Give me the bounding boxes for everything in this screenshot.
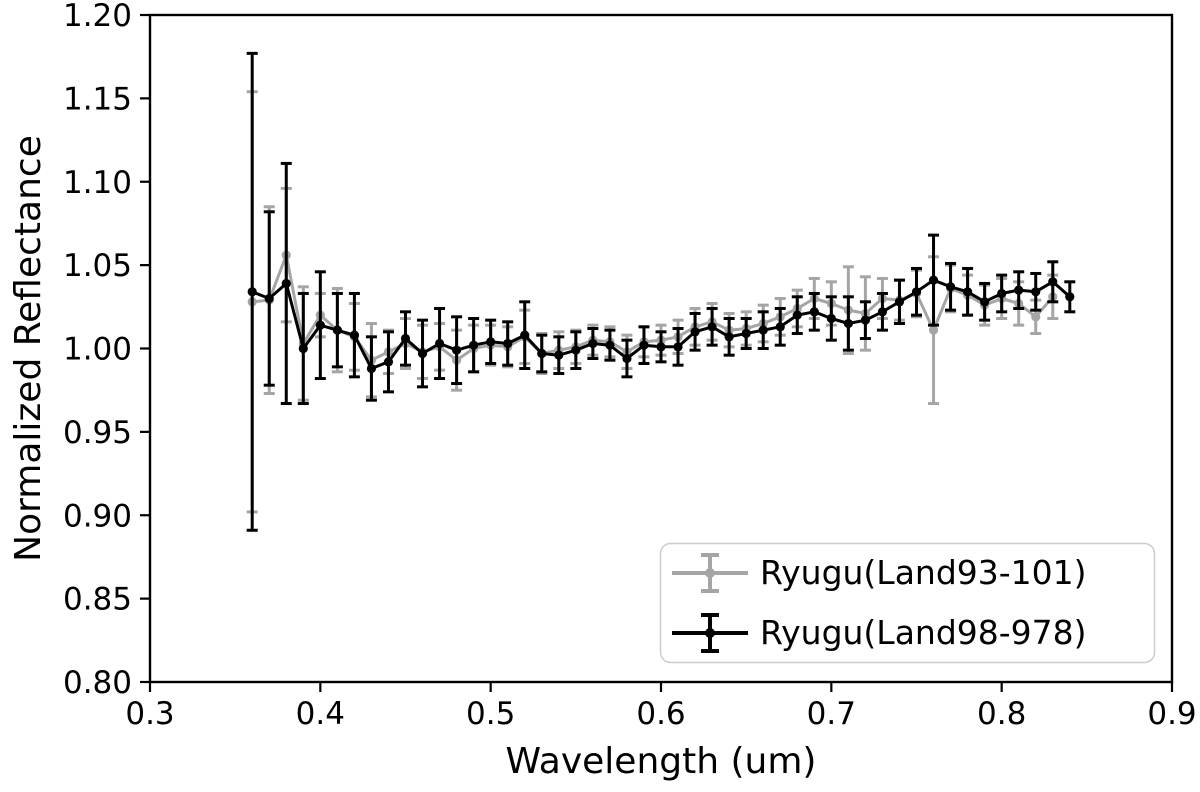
y-tick-label: 1.20 bbox=[63, 0, 132, 34]
legend-handle-1 bbox=[672, 613, 748, 653]
x-tick-label: 0.4 bbox=[296, 696, 345, 732]
y-tick-label: 0.80 bbox=[63, 665, 132, 701]
data-series-layer bbox=[246, 51, 1076, 532]
x-tick-label: 0.9 bbox=[1147, 696, 1196, 732]
y-tick-label: 1.00 bbox=[63, 332, 132, 368]
x-tick-label: 0.6 bbox=[636, 696, 685, 732]
y-tick-label: 0.85 bbox=[63, 582, 132, 618]
y-tick-label: 1.05 bbox=[63, 248, 132, 284]
legend-handle-0 bbox=[672, 553, 748, 593]
series-land93-101 bbox=[246, 90, 1059, 514]
x-axis-label: Wavelength (um) bbox=[506, 741, 817, 782]
x-tick-label: 0.5 bbox=[466, 696, 515, 732]
legend-label-land93: Ryugu(Land93-101) bbox=[760, 553, 1087, 592]
legend-marker-icons bbox=[672, 553, 748, 653]
series-land98-978 bbox=[246, 51, 1076, 532]
legend: Ryugu(Land93-101) Ryugu(Land98-978) bbox=[659, 542, 1156, 664]
y-tick-label: 0.95 bbox=[63, 415, 132, 451]
legend-box bbox=[659, 542, 1156, 664]
y-tick-label: 1.10 bbox=[63, 165, 132, 201]
x-tick-label: 0.3 bbox=[125, 696, 174, 732]
y-tick-label: 1.15 bbox=[63, 81, 132, 117]
x-tick-label: 0.8 bbox=[977, 696, 1026, 732]
y-axis-label: Normalized Reflectance bbox=[8, 135, 49, 562]
x-tick-label: 0.7 bbox=[807, 696, 856, 732]
axis-ticks: 0.3 0.4 0.5 0.6 0.7 0.8 0.9 0.80 0.85 0.90 0.95 1.0… bbox=[63, 0, 1197, 732]
y-tick-label: 0.90 bbox=[63, 498, 132, 534]
legend-label-land98: Ryugu(Land98-978) bbox=[760, 613, 1087, 652]
